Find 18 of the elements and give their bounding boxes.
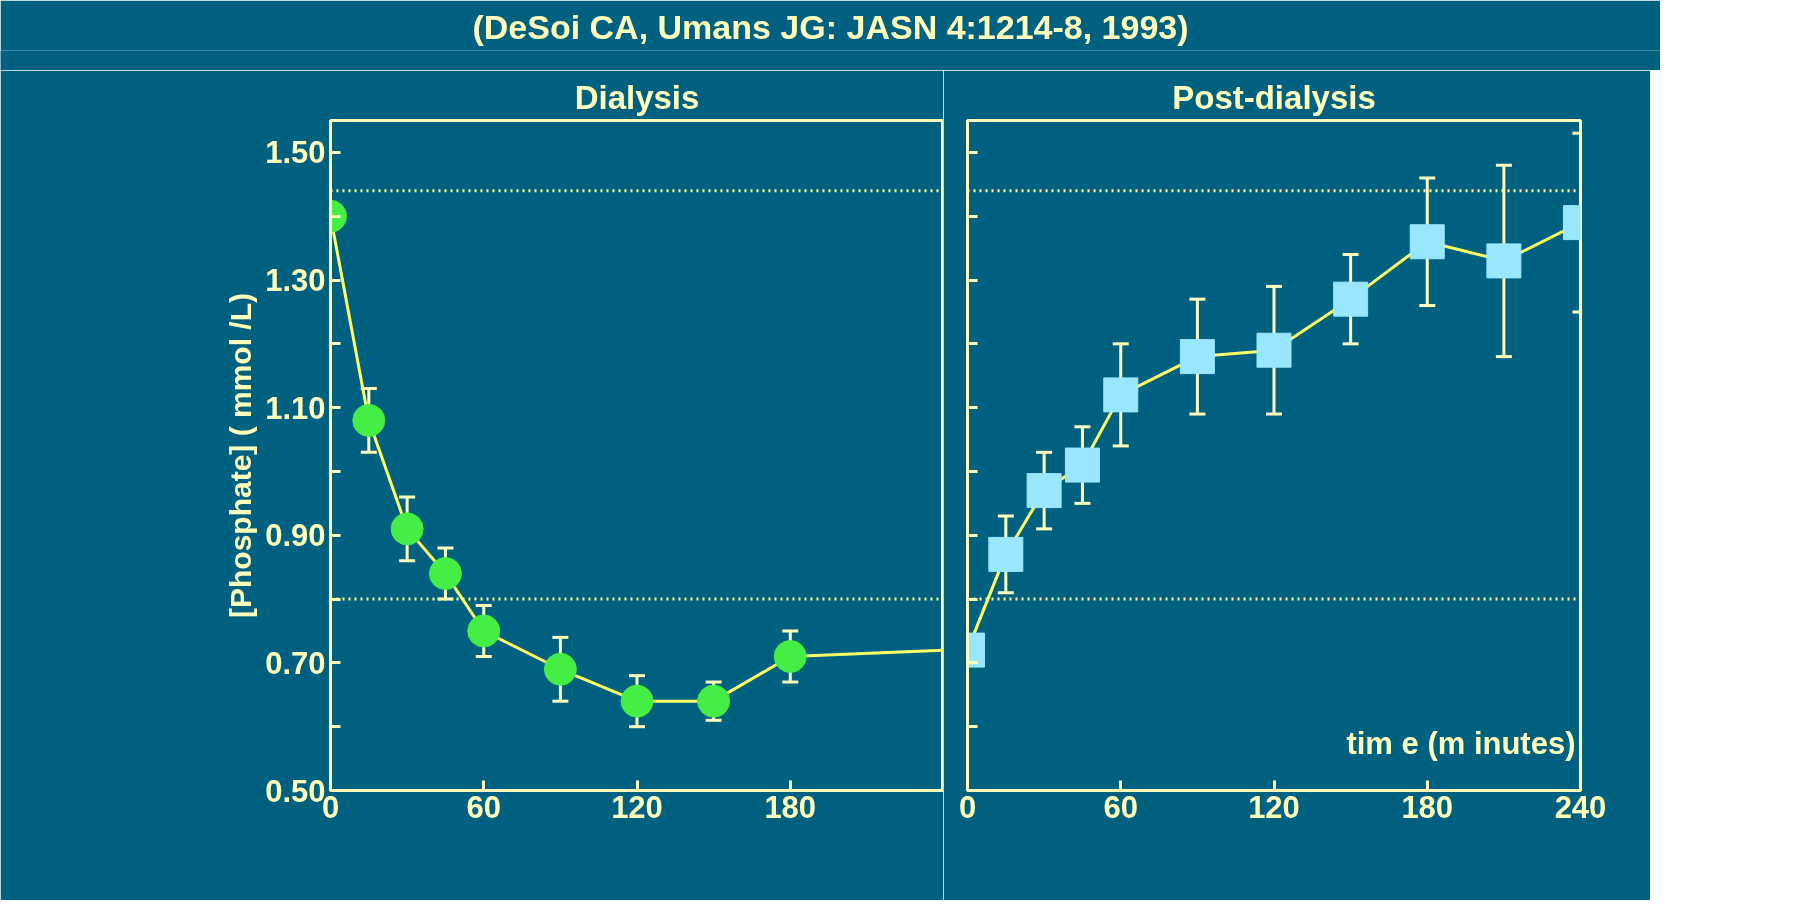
y-tick-label: 0.70	[265, 645, 326, 681]
chart-title: Post-dialysis	[1172, 78, 1376, 116]
text: (DeSoi CA, Umans JG: JASN 4:1214-8, 1993)	[472, 7, 1189, 46]
y-tick-label: 1.10	[265, 390, 326, 426]
x-axis-title: tim e (m inutes)	[1346, 725, 1576, 761]
y-tick-label: 0.90	[265, 518, 326, 554]
x-tick-label: 60	[1103, 789, 1138, 825]
x-tick-label: 180	[764, 789, 817, 825]
x-tick-label: 0	[958, 789, 977, 825]
chart-title: Dialysis	[574, 78, 700, 116]
x-tick-label: 240	[1554, 789, 1607, 825]
y-tick-label: 1.30	[265, 263, 326, 299]
y-tick-label: 1.50	[265, 135, 326, 171]
x-tick-label: 120	[1248, 789, 1300, 825]
x-tick-label: 120	[611, 789, 663, 825]
y-axis-title: [Phosphate] ( mmol /L)	[224, 293, 258, 618]
x-tick-label: 180	[1401, 789, 1454, 825]
x-tick-label: 60	[466, 789, 501, 825]
